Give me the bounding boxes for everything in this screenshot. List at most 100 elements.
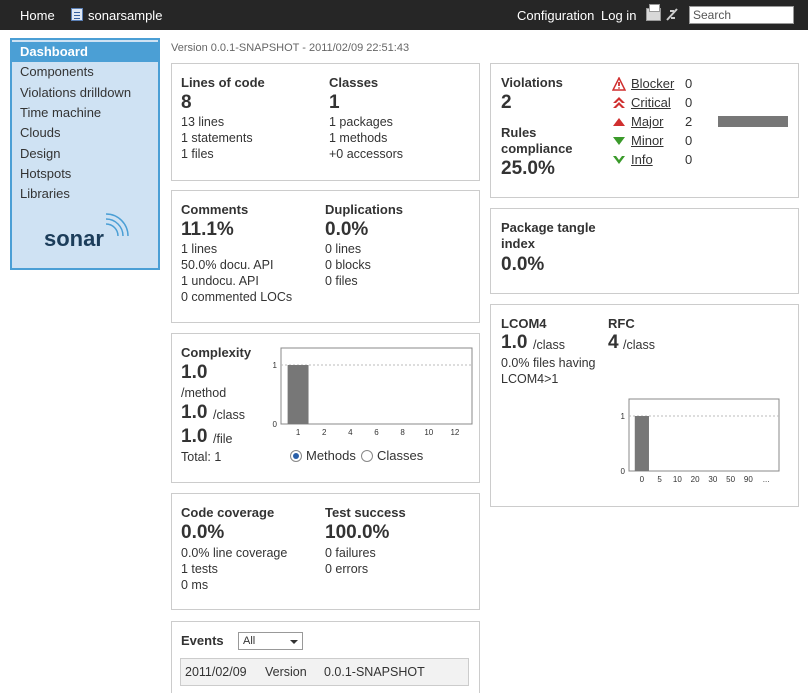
rfc-label: RFC xyxy=(608,316,635,331)
sidebar-item-dashboard[interactable]: Dashboard xyxy=(12,42,158,62)
configuration-link[interactable]: Configuration xyxy=(517,8,595,23)
sidebar-item-libraries[interactable]: Libraries xyxy=(20,186,70,201)
lcom4-chart-frame xyxy=(628,398,780,472)
dup-files[interactable]: 0 files xyxy=(325,274,358,288)
sidebar-item-time-machine[interactable]: Time machine xyxy=(20,105,102,120)
blocker-link[interactable]: Blocker xyxy=(631,76,675,91)
comments-label: Comments xyxy=(181,202,249,217)
lcom4-chart-xtick-0: 0 xyxy=(640,475,645,484)
major-icon xyxy=(613,118,625,126)
events-filter-value[interactable]: All xyxy=(243,635,256,647)
info-link[interactable]: Info xyxy=(631,152,653,167)
dup-lines[interactable]: 0 lines xyxy=(325,242,362,256)
major-link[interactable]: Major xyxy=(631,114,664,129)
sidebar-item-hotspots[interactable]: Hotspots xyxy=(20,166,72,181)
sidebar-item-components[interactable]: Components xyxy=(20,64,94,79)
complexity-chart-xtick-6: 12 xyxy=(450,428,459,437)
undocu-api[interactable]: 1 undocu. API xyxy=(181,274,259,288)
sidebar-item-design[interactable]: Design xyxy=(20,146,61,161)
permalink-icon[interactable] xyxy=(665,7,679,22)
minor-count: 0 xyxy=(685,133,693,148)
radio-classes[interactable]: Classes xyxy=(361,448,423,463)
radio-methods-dot[interactable] xyxy=(290,450,302,462)
sonar-waves-icon xyxy=(105,213,129,237)
test-success-label: Test success xyxy=(325,505,406,520)
print-icon[interactable] xyxy=(646,4,661,21)
radio-classes-label[interactable]: Classes xyxy=(377,448,424,463)
radio-classes-dot[interactable] xyxy=(361,450,373,462)
test-success-value[interactable]: 100.0% xyxy=(325,522,390,543)
severity-major: Major 2 xyxy=(612,114,712,130)
complexity-chart-frame xyxy=(280,347,473,425)
complexity-chart-xtick-5: 10 xyxy=(424,428,433,437)
test-duration: 0 ms xyxy=(181,578,209,592)
radio-methods[interactable]: Methods xyxy=(290,448,356,463)
severity-info: Info 0 xyxy=(612,152,712,168)
critical-link[interactable]: Critical xyxy=(631,95,671,110)
classes-value[interactable]: 1 xyxy=(329,92,340,113)
event-type: Version xyxy=(265,665,307,679)
methods-count[interactable]: 1 methods xyxy=(329,131,388,145)
version-info: Version 0.0.1-SNAPSHOT - 2011/02/09 22:5… xyxy=(171,42,410,54)
lcom4-chart-xtick-6: 90 xyxy=(744,475,753,484)
info-count: 0 xyxy=(685,152,693,167)
complexity-method-unit: /method xyxy=(181,386,227,400)
minor-link[interactable]: Minor xyxy=(631,133,664,148)
lcom4-chart-xtick-1: 5 xyxy=(657,475,662,484)
severity-critical: Critical 0 xyxy=(612,95,712,111)
event-name: 0.0.1-SNAPSHOT xyxy=(324,665,425,679)
login-link[interactable]: Log in xyxy=(601,8,637,23)
rfc-value[interactable]: 4 xyxy=(608,332,619,353)
coverage-value[interactable]: 0.0% xyxy=(181,522,225,543)
complexity-chart-bar-0 xyxy=(287,365,309,424)
chevron-down-icon[interactable] xyxy=(290,640,298,644)
sidebar-item-violations-drilldown[interactable]: Violations drilldown xyxy=(20,85,132,100)
tests-count[interactable]: 1 tests xyxy=(181,562,218,576)
search-input[interactable] xyxy=(689,6,794,24)
major-count: 2 xyxy=(685,114,693,129)
critical-icon xyxy=(613,97,625,108)
lcom4-chart-xtick-4: 30 xyxy=(708,475,717,484)
comments-value[interactable]: 11.1% xyxy=(181,219,234,240)
accessors-count[interactable]: +0 accessors xyxy=(329,147,403,161)
lcom4-chart-xtick-5: 50 xyxy=(726,475,735,484)
dup-blocks[interactable]: 0 blocks xyxy=(325,258,371,272)
complexity-file-value[interactable]: 1.0 xyxy=(181,426,208,447)
complexity-chart-ytick-0: 0 xyxy=(273,420,278,429)
radio-methods-label[interactable]: Methods xyxy=(306,448,356,463)
docu-api[interactable]: 50.0% docu. API xyxy=(181,258,274,272)
rules-compliance-label-2: compliance xyxy=(501,141,573,156)
complexity-class-value[interactable]: 1.0 xyxy=(181,402,208,423)
events-filter-select[interactable]: All xyxy=(238,632,303,650)
classes-label: Classes xyxy=(329,75,379,90)
home-link[interactable]: Home xyxy=(20,8,55,23)
blocker-count: 0 xyxy=(685,76,693,91)
duplications-label: Duplications xyxy=(325,202,404,217)
loc-label: Lines of code xyxy=(181,75,265,90)
complexity-chart-xtick-3: 6 xyxy=(374,428,379,437)
rules-compliance-value[interactable]: 25.0% xyxy=(501,158,555,179)
comment-lines[interactable]: 1 lines xyxy=(181,242,218,256)
tangle-value[interactable]: 0.0% xyxy=(501,254,545,275)
violations-value[interactable]: 2 xyxy=(501,92,512,113)
packages-count[interactable]: 1 packages xyxy=(329,115,393,129)
complexity-method-value[interactable]: 1.0 xyxy=(181,362,208,383)
lcom4-value[interactable]: 1.0 xyxy=(501,332,528,353)
sidebar-item-clouds[interactable]: Clouds xyxy=(20,125,61,140)
statements-count[interactable]: 1 statements xyxy=(181,131,253,145)
commented-locs[interactable]: 0 commented LOCs xyxy=(181,290,293,304)
lcom4-unit: /class xyxy=(533,338,565,352)
complexity-total: Total: 1 xyxy=(181,450,222,464)
test-failures[interactable]: 0 failures xyxy=(325,546,376,560)
lcom4-distribution-chart: 010 5 10 20 30 50 90... xyxy=(621,398,780,484)
line-coverage[interactable]: 0.0% line coverage xyxy=(181,546,288,560)
lcom4-label: LCOM4 xyxy=(501,316,547,331)
files-count[interactable]: 1 files xyxy=(181,147,214,161)
duplications-value[interactable]: 0.0% xyxy=(325,219,369,240)
project-link[interactable]: sonarsample xyxy=(88,8,163,23)
lcom4-chart-xtick-7: ... xyxy=(763,475,770,484)
loc-value[interactable]: 8 xyxy=(181,92,192,113)
test-errors[interactable]: 0 errors xyxy=(325,562,369,576)
lines-count[interactable]: 13 lines xyxy=(181,115,225,129)
complexity-file-unit: /file xyxy=(213,432,233,446)
